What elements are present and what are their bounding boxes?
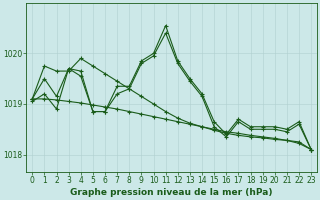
- X-axis label: Graphe pression niveau de la mer (hPa): Graphe pression niveau de la mer (hPa): [70, 188, 273, 197]
